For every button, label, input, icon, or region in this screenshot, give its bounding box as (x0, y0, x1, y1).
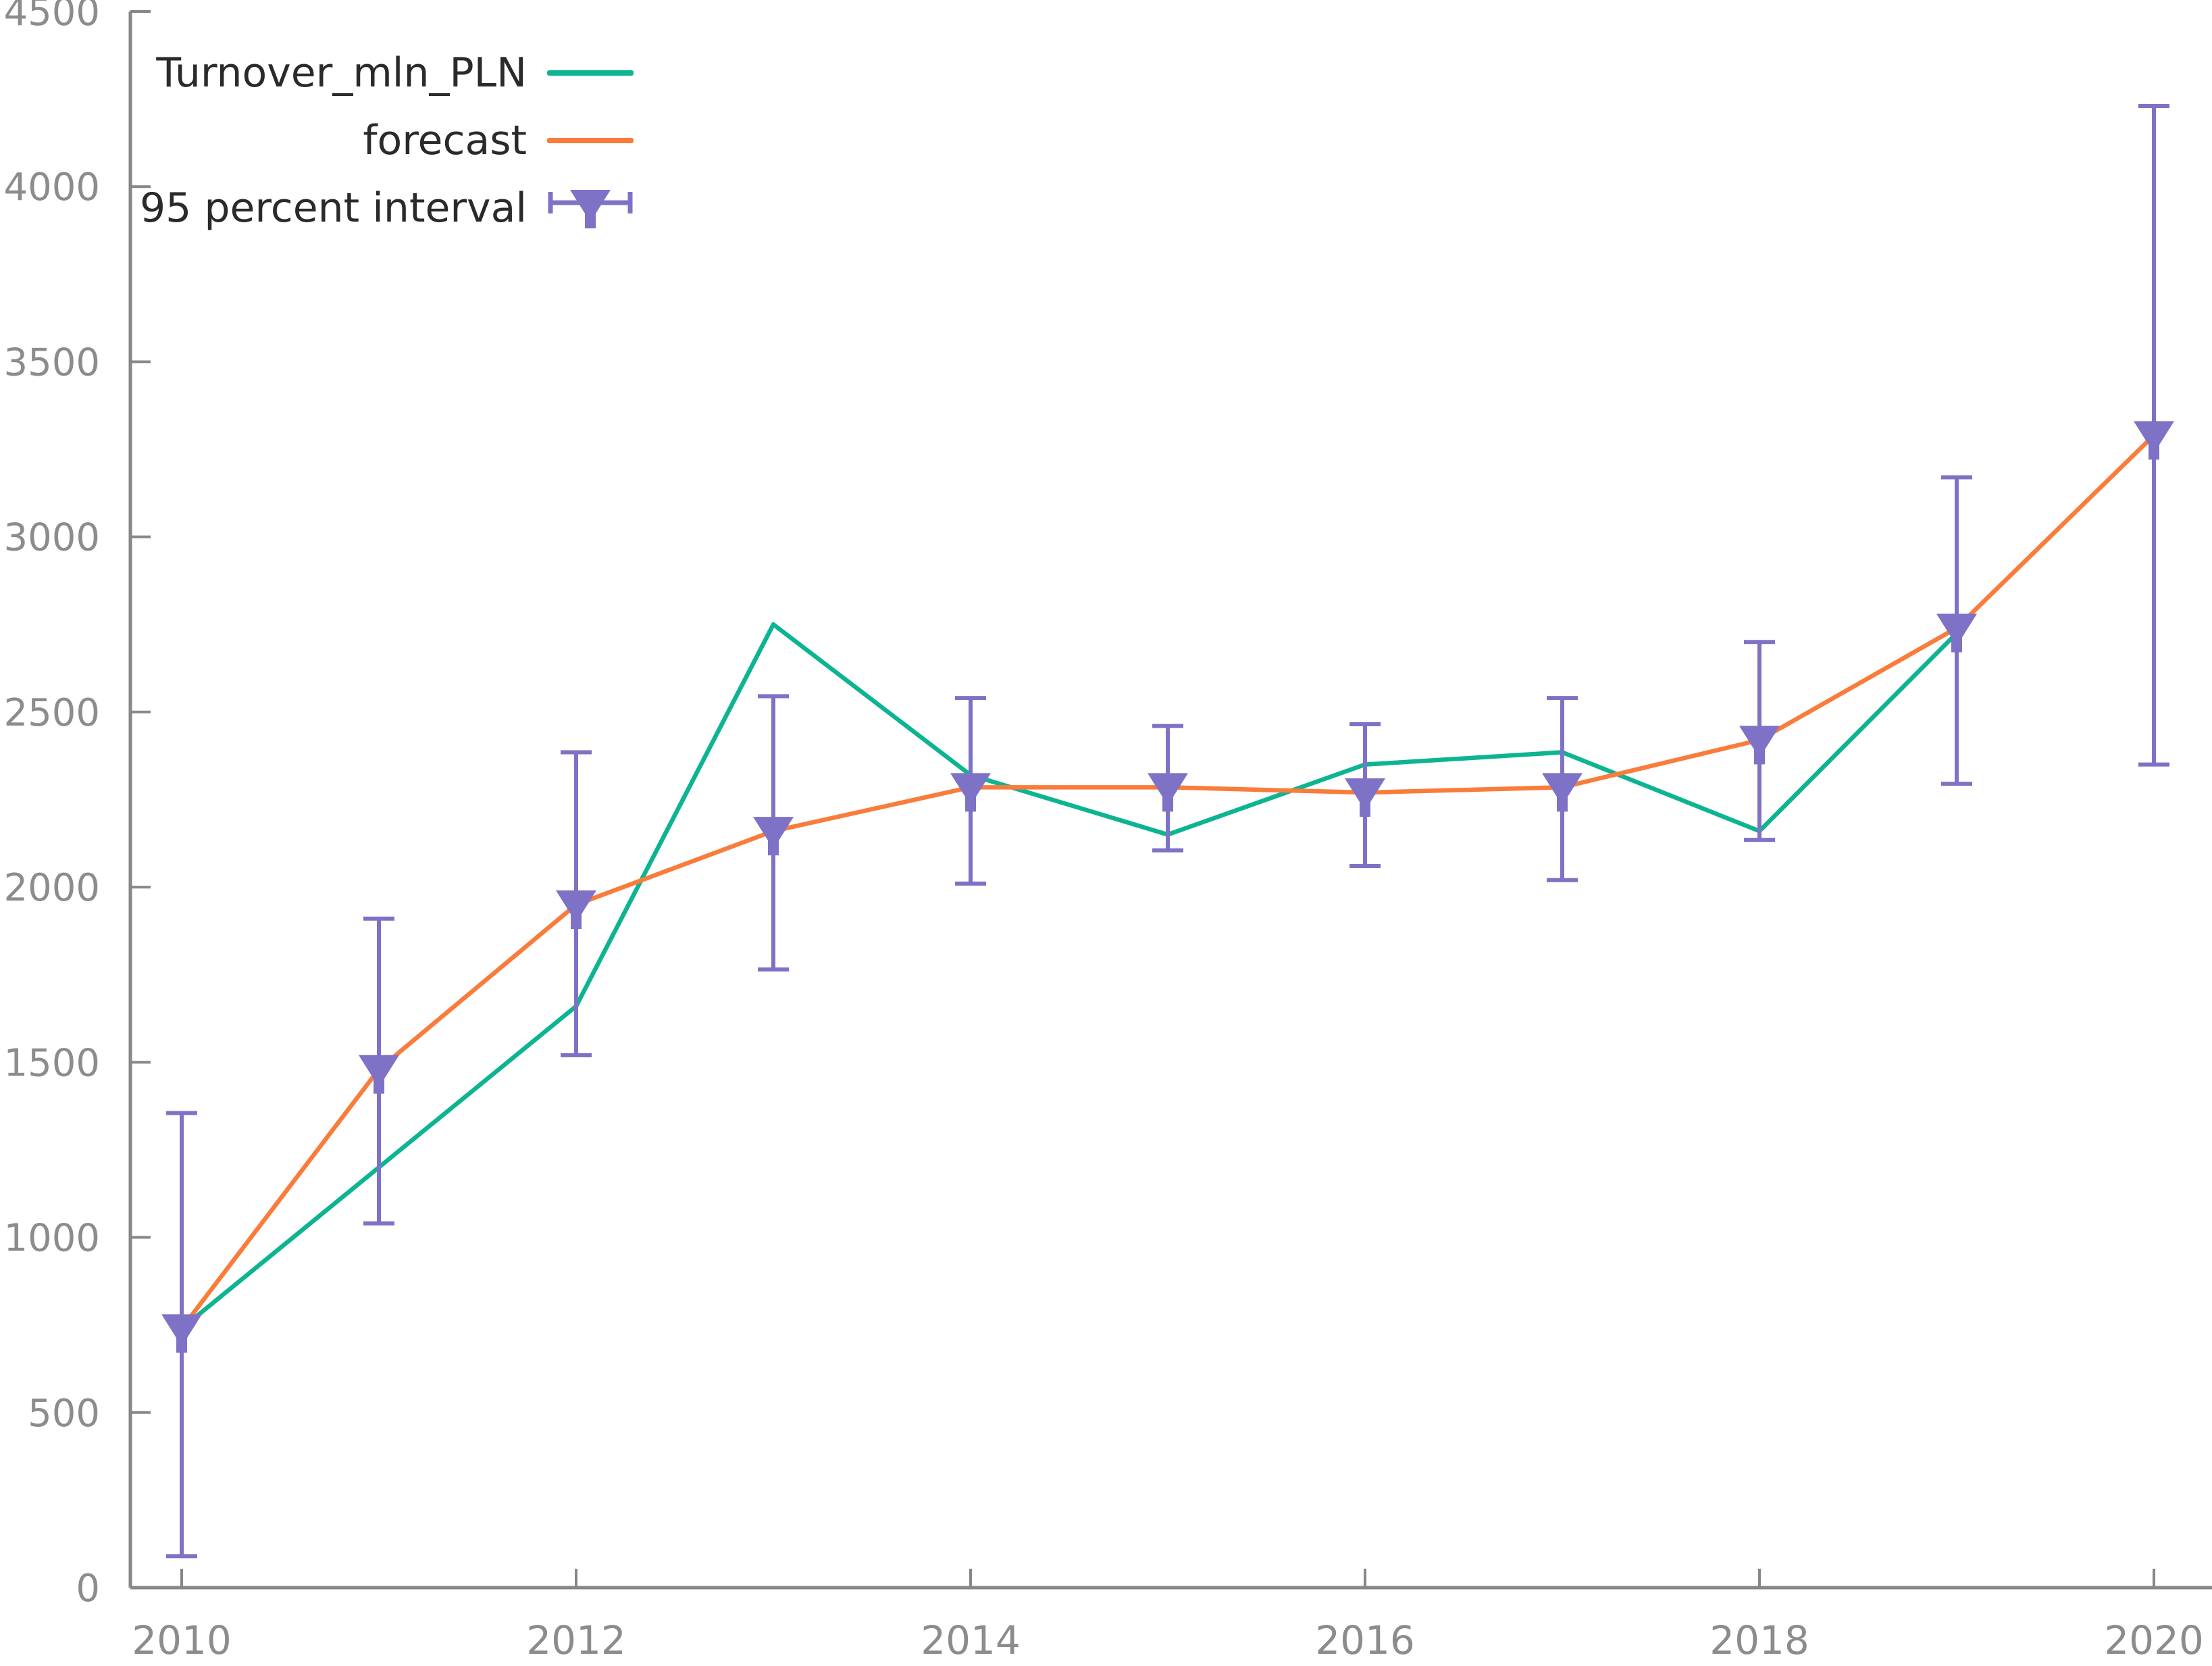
errorbar-marker (1345, 778, 1385, 817)
errorbar-2017 (1542, 696, 1583, 882)
turnover-line-sample (546, 70, 635, 76)
errorbar-marker (1148, 773, 1188, 812)
legend-label-turnover: Turnover_mln_PLN (156, 49, 527, 97)
errorbar-2015 (1148, 724, 1188, 853)
errorbar-marker (556, 890, 596, 930)
x-tick-label: 2010 (132, 1617, 232, 1663)
y-tick-label: 2000 (3, 866, 100, 910)
y-tick-label: 0 (76, 1567, 100, 1611)
y-tick-label: 4500 (3, 0, 100, 34)
legend-label-interval: 95 percent interval (139, 184, 527, 232)
y-tick-label: 500 (28, 1392, 100, 1436)
errorbar-2018 (1739, 640, 1780, 842)
errorbar-2014 (950, 696, 991, 886)
legend-item-interval: 95 percent interval (0, 174, 635, 242)
y-tick-label: 1000 (3, 1217, 100, 1261)
x-ticks: 2010 2012 2014 2016 2018 2020 (132, 1569, 2204, 1663)
legend-label-forecast: forecast (363, 117, 527, 164)
interval-errorbars (161, 103, 2174, 1559)
errorbar-marker (1936, 613, 1977, 653)
errorbar-marker (359, 1055, 399, 1094)
y-tick-label: 3000 (3, 516, 100, 560)
errorbar-marker (753, 817, 794, 856)
errorbar-marker (950, 773, 991, 812)
y-tick-label: 1500 (3, 1041, 100, 1085)
errorbar-marker (161, 1314, 202, 1353)
errorbar-marker (1739, 726, 1780, 765)
turnover-line (179, 622, 1959, 1331)
errorbar-2020 (2134, 103, 2174, 767)
errorbar-2010 (161, 1111, 202, 1559)
errorbar-2016 (1345, 722, 1385, 869)
forecast-line-sample (546, 138, 635, 143)
interval-errorbar-sample (546, 177, 635, 239)
errorbar-marker (2134, 421, 2174, 460)
legend-item-turnover: Turnover_mln_PLN (0, 39, 635, 107)
legend: Turnover_mln_PLN forecast 95 percent int… (0, 39, 635, 242)
y-ticks: 0 500 1000 1500 2000 2500 3000 3500 4000 4500 (3, 0, 151, 1611)
y-tick-label: 3500 (3, 340, 100, 384)
x-tick-label: 2012 (526, 1617, 626, 1663)
errorbar-2019 (1936, 475, 1977, 786)
x-tick-label: 2014 (921, 1617, 1021, 1663)
x-tick-label: 2020 (2104, 1617, 2204, 1663)
errorbar-marker (1542, 773, 1583, 812)
errorbar-2013 (753, 694, 794, 971)
y-tick-label: 2500 (3, 691, 100, 735)
y-tick-label: 4000 (3, 166, 100, 209)
errorbar-2011 (359, 916, 399, 1226)
forecast-line (179, 433, 2157, 1331)
errorbar-2012 (556, 750, 596, 1057)
legend-item-forecast: forecast (0, 107, 635, 174)
x-tick-label: 2018 (1709, 1617, 1809, 1663)
x-tick-label: 2016 (1315, 1617, 1415, 1663)
axes (128, 11, 2212, 1590)
